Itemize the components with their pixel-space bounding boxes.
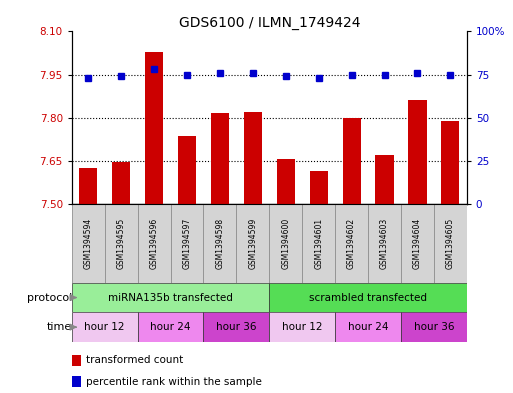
Text: GSM1394599: GSM1394599 [248,218,258,269]
Bar [244,112,262,204]
Text: GSM1394595: GSM1394595 [116,218,126,269]
Bar [112,162,130,204]
Text: miRNA135b transfected: miRNA135b transfected [108,292,233,303]
Text: GSM1394600: GSM1394600 [281,218,290,269]
Text: hour 24: hour 24 [150,322,191,332]
Bar [204,312,269,342]
Bar [401,312,467,342]
Bar [211,113,229,204]
Text: GSM1394602: GSM1394602 [347,218,356,269]
Text: GSM1394596: GSM1394596 [150,218,159,269]
Text: hour 36: hour 36 [413,322,454,332]
Bar [72,312,137,342]
Bar [137,204,170,283]
Bar [335,204,368,283]
Bar [302,204,335,283]
Text: hour 24: hour 24 [348,322,388,332]
Bar [343,118,361,204]
Bar [178,136,196,204]
Bar [72,204,105,283]
Text: GSM1394605: GSM1394605 [446,218,455,269]
Bar [269,312,335,342]
Text: GSM1394594: GSM1394594 [84,218,93,269]
Text: GSM1394604: GSM1394604 [413,218,422,269]
Text: GSM1394603: GSM1394603 [380,218,389,269]
Bar [79,168,97,204]
Bar [145,51,163,204]
Text: GSM1394601: GSM1394601 [314,218,323,269]
Title: GDS6100 / ILMN_1749424: GDS6100 / ILMN_1749424 [179,17,360,30]
Bar [105,204,137,283]
Text: time: time [47,322,72,332]
Bar [269,283,467,312]
Bar [335,312,401,342]
Bar [72,376,81,387]
Bar [204,204,236,283]
Bar [368,204,401,283]
Bar [170,204,204,283]
Bar [376,155,393,204]
Bar [277,160,295,204]
Bar [441,121,460,204]
Bar [401,204,434,283]
Text: protocol: protocol [27,292,72,303]
Bar [269,204,302,283]
Text: hour 12: hour 12 [85,322,125,332]
Bar [434,204,467,283]
Bar [72,283,269,312]
Text: scrambled transfected: scrambled transfected [309,292,427,303]
Bar [310,171,328,204]
Text: hour 12: hour 12 [282,322,323,332]
Bar [236,204,269,283]
Text: GSM1394598: GSM1394598 [215,218,225,269]
Bar [137,312,204,342]
Bar [72,355,81,366]
Text: hour 36: hour 36 [216,322,256,332]
Text: percentile rank within the sample: percentile rank within the sample [86,376,262,387]
Text: GSM1394597: GSM1394597 [183,218,191,269]
Bar [408,101,426,204]
Text: transformed count: transformed count [86,355,183,365]
